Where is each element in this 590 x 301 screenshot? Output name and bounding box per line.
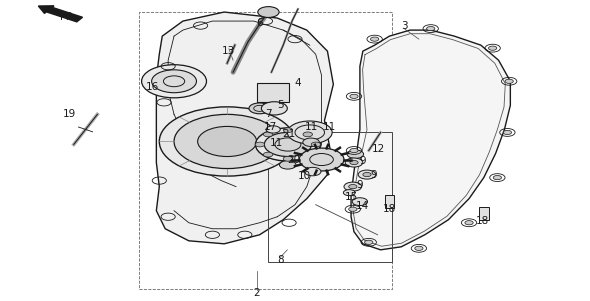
Text: 11: 11 (270, 138, 283, 148)
Circle shape (174, 114, 280, 169)
Circle shape (344, 182, 362, 191)
Text: 11: 11 (323, 122, 336, 132)
Circle shape (258, 7, 279, 17)
Circle shape (343, 190, 355, 196)
Circle shape (427, 26, 435, 31)
Circle shape (255, 142, 264, 147)
Text: 2: 2 (253, 288, 260, 299)
Circle shape (358, 170, 376, 179)
Circle shape (249, 103, 270, 114)
Circle shape (505, 79, 513, 83)
Circle shape (371, 37, 379, 41)
Text: 20: 20 (287, 155, 300, 165)
Circle shape (311, 142, 321, 147)
Circle shape (261, 102, 287, 115)
Circle shape (465, 221, 473, 225)
Text: 19: 19 (63, 109, 76, 119)
Text: 9: 9 (356, 180, 363, 190)
Circle shape (264, 132, 312, 157)
Circle shape (283, 157, 293, 161)
Text: 4: 4 (294, 78, 301, 88)
Bar (268, 132, 392, 262)
Text: 6: 6 (256, 17, 263, 28)
Text: 9: 9 (370, 169, 377, 180)
Bar (257, 83, 289, 102)
Text: 3: 3 (401, 20, 408, 31)
Circle shape (349, 185, 357, 189)
Circle shape (266, 126, 280, 133)
Circle shape (159, 107, 295, 176)
Text: 11: 11 (305, 122, 318, 132)
FancyArrow shape (38, 6, 83, 22)
Circle shape (493, 175, 501, 180)
Circle shape (299, 148, 344, 171)
Text: 15: 15 (345, 192, 358, 202)
Text: 21: 21 (283, 129, 296, 139)
Text: 5: 5 (277, 100, 284, 110)
Circle shape (198, 126, 257, 157)
Text: 9: 9 (359, 156, 366, 166)
Text: 7: 7 (265, 109, 272, 119)
Circle shape (263, 152, 273, 157)
Text: 18: 18 (383, 204, 396, 214)
Text: 18: 18 (476, 216, 489, 226)
Text: 10: 10 (298, 171, 311, 181)
Circle shape (142, 65, 206, 98)
Text: 8: 8 (277, 255, 284, 265)
Circle shape (352, 198, 368, 206)
Text: 12: 12 (372, 144, 385, 154)
Circle shape (283, 128, 293, 132)
Circle shape (263, 132, 273, 137)
Text: 14: 14 (356, 201, 369, 211)
Text: 16: 16 (146, 82, 159, 92)
Text: 13: 13 (222, 46, 235, 56)
Text: FR.: FR. (60, 11, 76, 22)
Text: 17: 17 (264, 122, 277, 132)
Polygon shape (351, 30, 510, 250)
Circle shape (349, 207, 357, 211)
Circle shape (280, 161, 296, 169)
Circle shape (303, 132, 313, 137)
Circle shape (255, 128, 320, 161)
Circle shape (415, 246, 423, 250)
Circle shape (345, 158, 363, 167)
Bar (385, 195, 394, 208)
Circle shape (304, 167, 321, 176)
Bar (139, 12, 392, 289)
Bar (479, 207, 489, 220)
Circle shape (350, 160, 358, 165)
Circle shape (489, 46, 497, 50)
Circle shape (350, 148, 358, 153)
Circle shape (350, 94, 358, 98)
Circle shape (303, 138, 319, 147)
Circle shape (287, 121, 332, 144)
Circle shape (363, 172, 371, 177)
Circle shape (365, 240, 373, 244)
Circle shape (303, 152, 313, 157)
Circle shape (347, 150, 363, 158)
Polygon shape (156, 12, 333, 244)
Circle shape (503, 130, 512, 135)
Circle shape (152, 70, 196, 93)
